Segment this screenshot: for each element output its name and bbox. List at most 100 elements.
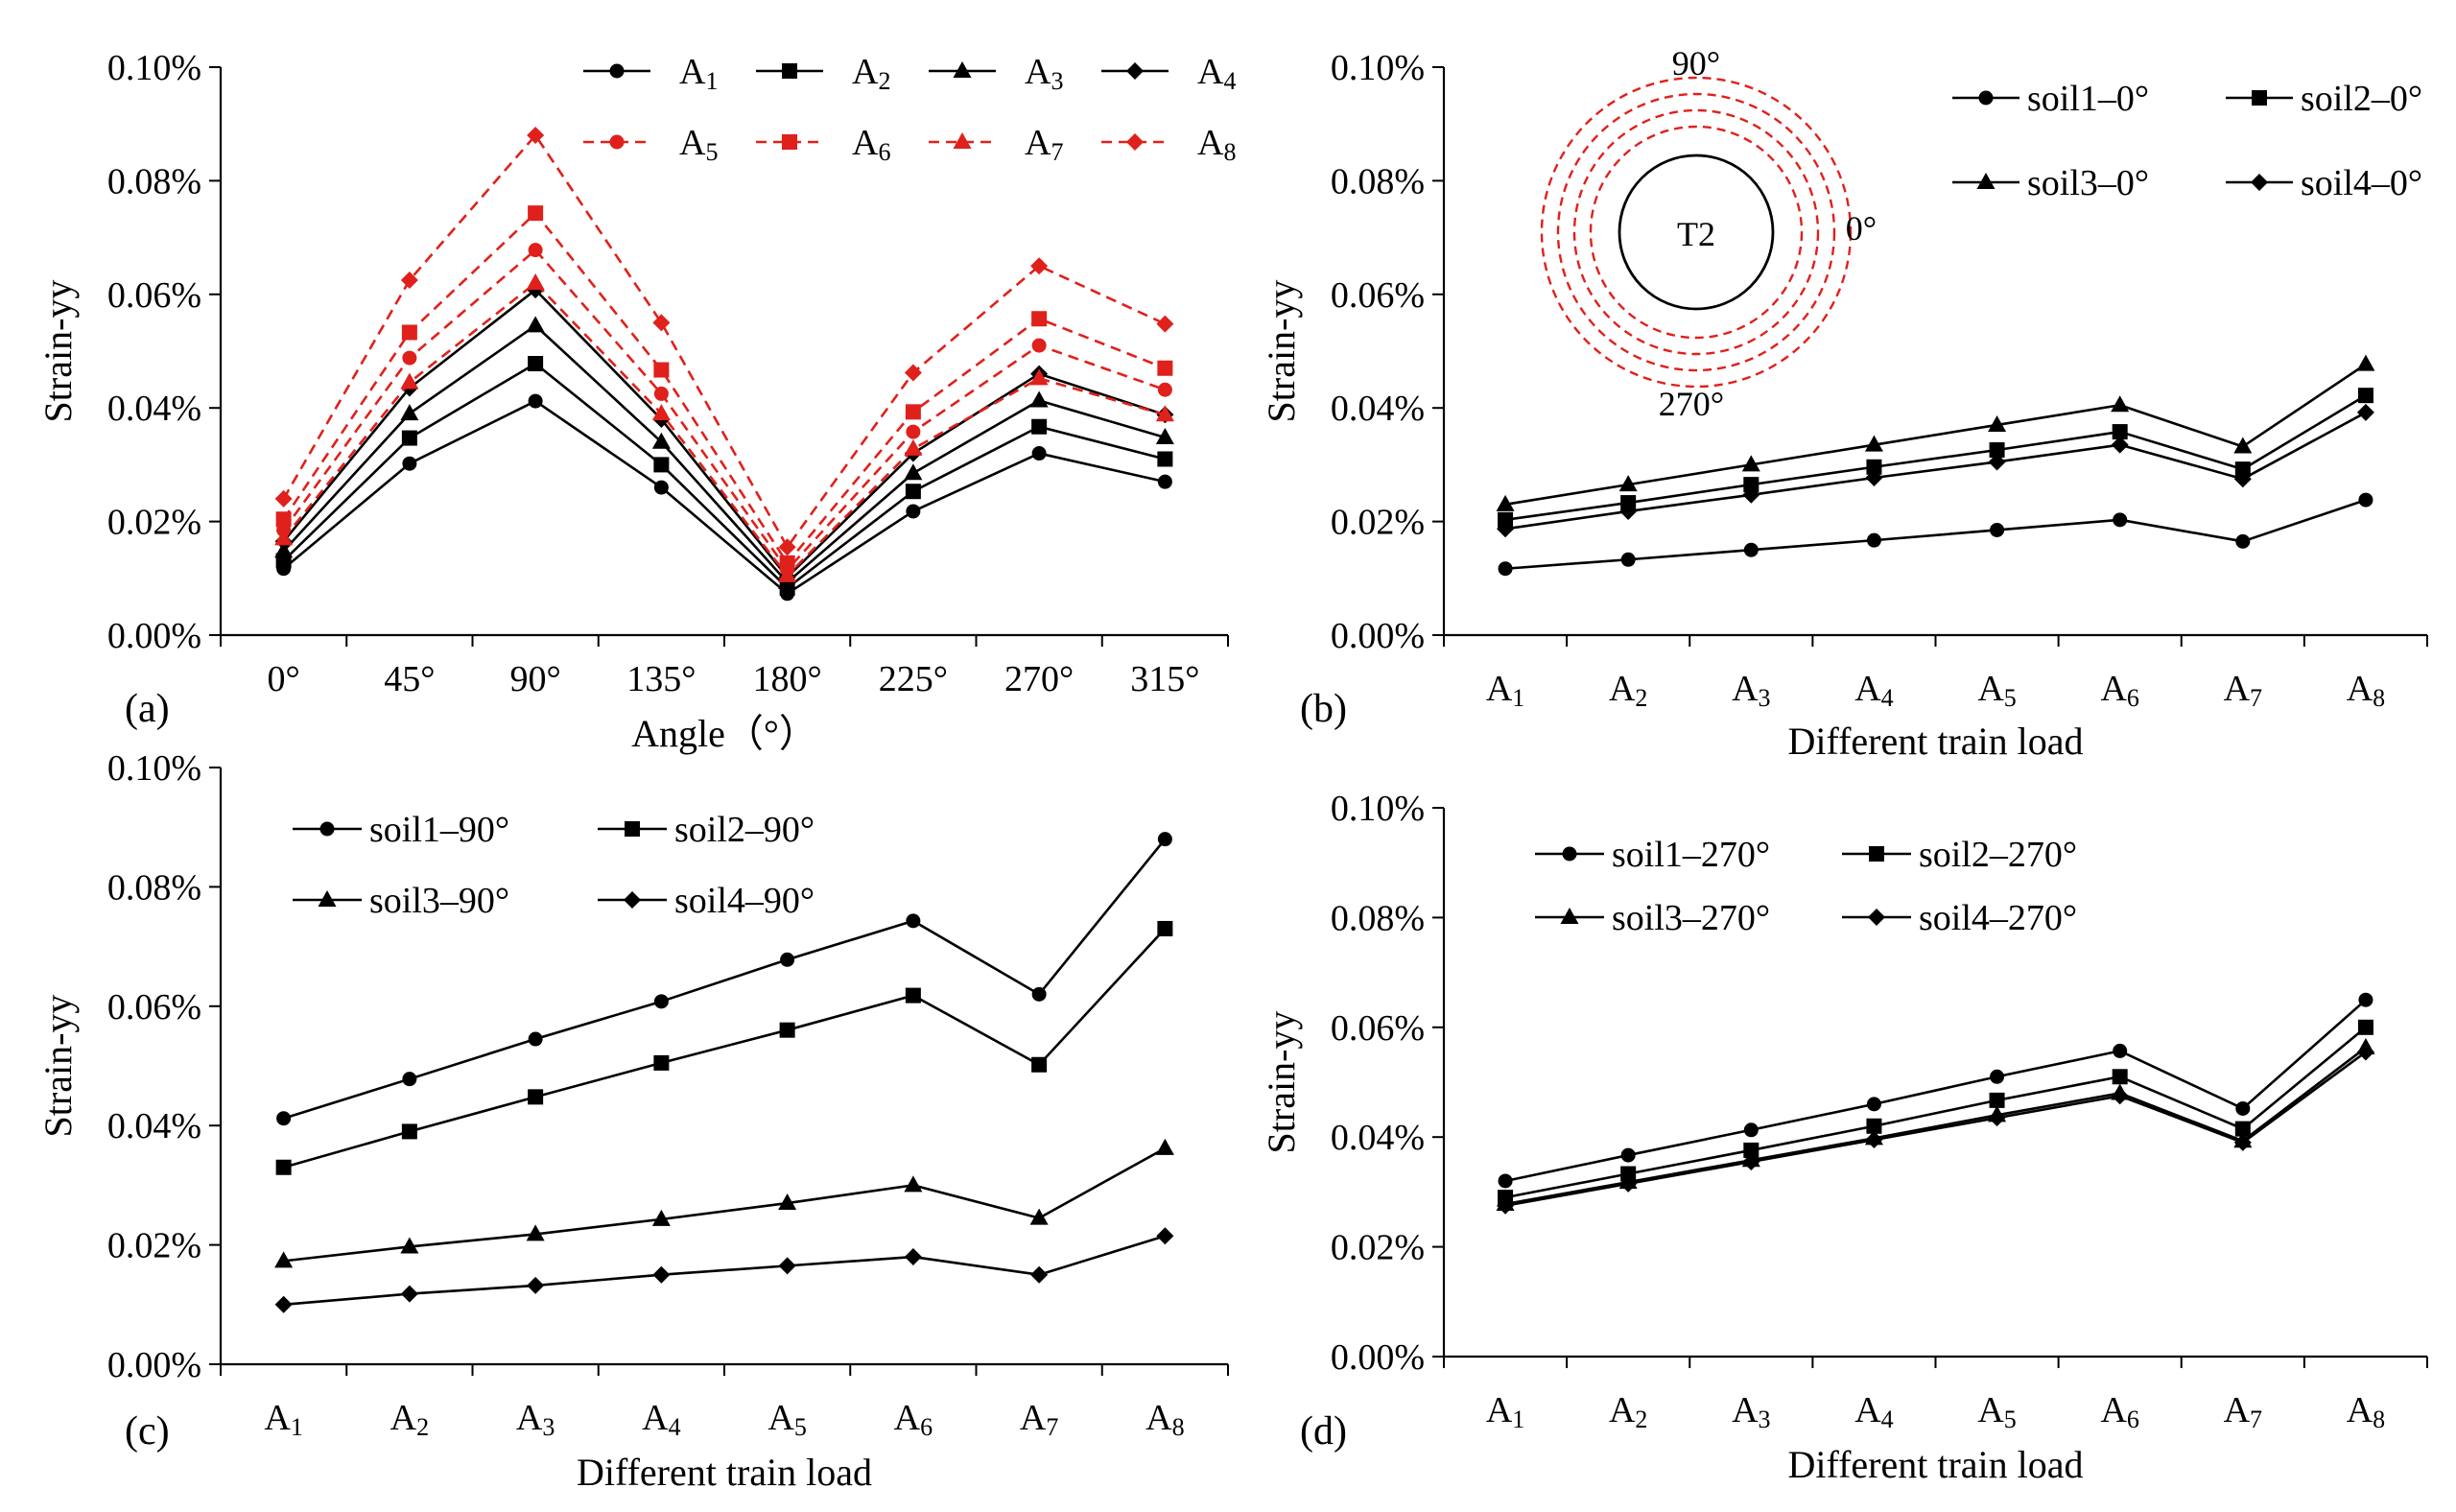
data-point bbox=[1496, 494, 1515, 511]
data-point bbox=[1029, 390, 1049, 408]
data-point bbox=[1866, 1118, 1882, 1134]
x-tick-label: A5 bbox=[1977, 669, 2016, 712]
data-point bbox=[905, 987, 921, 1004]
legend-marker bbox=[318, 890, 337, 907]
data-point bbox=[1866, 459, 1882, 475]
data-point bbox=[1031, 311, 1048, 327]
data-point bbox=[906, 504, 921, 519]
data-point bbox=[1988, 414, 2007, 432]
data-point bbox=[778, 538, 796, 556]
y-tick-label: 0.10% bbox=[107, 748, 201, 789]
legend-item: A4 bbox=[1101, 52, 1236, 95]
data-point bbox=[2111, 436, 2129, 454]
data-point bbox=[2112, 1069, 2128, 1085]
data-point bbox=[1866, 532, 1881, 548]
y-tick-label: 0.06% bbox=[107, 275, 201, 316]
x-tick-label: A7 bbox=[2224, 1390, 2262, 1433]
y-tick-label: 0.08% bbox=[1331, 898, 1425, 938]
panel-d: 0.00% 0.02% 0.04% 0.06% 0.08% 0.10% A1 A2 A3 A4 A5… bbox=[1260, 789, 2428, 1486]
legend-label: soil2–0° bbox=[2301, 79, 2422, 119]
series-1 bbox=[1498, 992, 2373, 1189]
data-point bbox=[528, 393, 543, 409]
data-point bbox=[2358, 992, 2373, 1007]
legend-item: A8 bbox=[1101, 123, 1236, 166]
series-line bbox=[282, 211, 1166, 565]
data-point bbox=[905, 484, 921, 500]
legend-marker bbox=[1869, 846, 1884, 862]
data-point bbox=[1742, 1152, 1760, 1170]
data-point bbox=[400, 272, 418, 289]
data-point bbox=[652, 314, 671, 332]
y-tick-label: 0.00% bbox=[107, 1345, 201, 1385]
soil-ring bbox=[1572, 108, 1820, 356]
legend-item: soil4–90° bbox=[598, 881, 815, 921]
data-point bbox=[526, 1224, 545, 1241]
legend-marker bbox=[1126, 62, 1144, 80]
data-point bbox=[1157, 920, 1173, 936]
data-point bbox=[1497, 520, 1515, 538]
x-tick-label: A8 bbox=[2347, 669, 2385, 712]
series-line bbox=[282, 133, 1166, 549]
data-point bbox=[778, 1193, 797, 1211]
legend-item: soil3–270° bbox=[1535, 898, 1770, 938]
legend-item: soil3–0° bbox=[1952, 163, 2149, 203]
panel-label: (c) bbox=[125, 1409, 170, 1453]
x-tick-label: A2 bbox=[390, 1398, 429, 1441]
y-tick-label: 0.06% bbox=[1331, 1008, 1425, 1049]
data-point bbox=[274, 1251, 294, 1268]
data-point bbox=[2113, 512, 2128, 528]
legend-marker bbox=[1978, 90, 1994, 106]
data-point bbox=[905, 404, 921, 420]
x-tick-label: A8 bbox=[1145, 1398, 1184, 1441]
data-point bbox=[1157, 360, 1173, 376]
data-point bbox=[2357, 1019, 2373, 1035]
series-line bbox=[282, 288, 1166, 579]
data-point bbox=[274, 1295, 293, 1313]
data-point bbox=[653, 480, 669, 495]
angle-label-top: 90° bbox=[1672, 44, 1720, 83]
legend-marker bbox=[319, 821, 335, 837]
data-point bbox=[779, 1022, 795, 1038]
y-tick-label: 0.08% bbox=[107, 161, 201, 201]
x-tick-label: 45° bbox=[384, 659, 435, 699]
data-point bbox=[1157, 451, 1173, 467]
x-tick-label: A5 bbox=[1977, 1390, 2016, 1433]
y-tick-label: 0.00% bbox=[107, 616, 201, 656]
panel-a: 0.00% 0.02% 0.04% 0.06% 0.08% 0.10% 0° 45° 90° 13… bbox=[36, 48, 1236, 755]
data-point bbox=[1989, 442, 2005, 459]
y-tick-label: 0.08% bbox=[1331, 161, 1425, 201]
legend-marker bbox=[782, 134, 797, 150]
data-point bbox=[402, 1072, 417, 1087]
data-point bbox=[276, 1111, 292, 1126]
data-point bbox=[653, 994, 669, 1009]
data-point bbox=[1157, 382, 1172, 397]
x-tick-label: 315° bbox=[1130, 659, 1199, 699]
data-point bbox=[1498, 511, 1514, 528]
data-point bbox=[2112, 424, 2128, 440]
data-point bbox=[2357, 388, 2373, 404]
legend-item: A7 bbox=[929, 123, 1063, 166]
data-point bbox=[651, 432, 671, 449]
x-tick-label: A4 bbox=[1854, 1390, 1893, 1433]
legend-label: soil4–270° bbox=[1919, 898, 2077, 938]
series-1 bbox=[1498, 492, 2373, 577]
legend-label: A4 bbox=[1197, 52, 1236, 95]
data-point bbox=[275, 511, 292, 528]
legend-marker bbox=[2252, 90, 2267, 106]
legend-marker bbox=[782, 63, 797, 79]
series-line bbox=[1504, 1046, 2367, 1206]
y-tick-label: 0.00% bbox=[1331, 616, 1425, 656]
legend-item: soil2–90° bbox=[598, 810, 815, 850]
data-point bbox=[1156, 1227, 1174, 1245]
x-tick-label: A4 bbox=[1854, 669, 1893, 712]
data-point bbox=[653, 362, 670, 378]
x-tick-label: A7 bbox=[1020, 1398, 1058, 1441]
series-line bbox=[282, 324, 1166, 584]
data-point bbox=[1031, 338, 1047, 353]
data-point bbox=[2234, 1121, 2251, 1137]
legend-label: soil3–90° bbox=[369, 881, 509, 921]
data-point bbox=[1031, 418, 1048, 435]
y-tick-label: 0.06% bbox=[107, 987, 201, 1028]
legend-item: soil4–0° bbox=[2226, 163, 2422, 203]
